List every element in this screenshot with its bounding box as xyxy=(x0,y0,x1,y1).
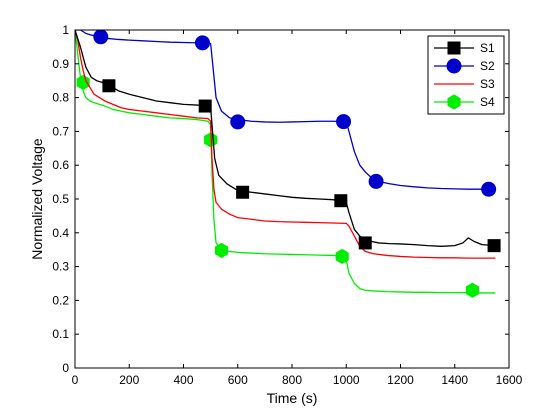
series-marker-s1 xyxy=(334,194,348,208)
legend: S1 S2 S3 S4 xyxy=(427,35,505,115)
series-marker-s2 xyxy=(336,114,352,130)
series-marker-s2 xyxy=(230,114,246,130)
series-group xyxy=(75,30,501,298)
y-tick-label: 0.6 xyxy=(52,158,69,172)
series-marker-s2 xyxy=(368,173,384,189)
x-tick-label: 800 xyxy=(282,373,302,387)
series-marker-s1 xyxy=(102,79,116,93)
series-line-s2 xyxy=(75,30,495,191)
y-tick-label: 0.1 xyxy=(52,327,69,341)
x-tick-label: 1400 xyxy=(441,373,468,387)
y-tick-label: 0.7 xyxy=(52,124,69,138)
axes: 0 200 400 600 800 1000 1200 1400 1600 0 0.1 0.2 0.3 0… xyxy=(52,23,522,387)
y-tick-label: 0.8 xyxy=(52,91,69,105)
y-tick-label: 1 xyxy=(62,23,69,37)
y-tick-label: 0 xyxy=(62,361,69,375)
y-tick-label: 0.5 xyxy=(52,192,69,206)
series-marker-s1 xyxy=(358,236,372,250)
series-marker-s1 xyxy=(198,99,212,113)
y-tick-label: 0.9 xyxy=(52,57,69,71)
legend-label-s4: S4 xyxy=(480,95,495,109)
y-tick-label: 0.4 xyxy=(52,226,69,240)
y-tick-label: 0.2 xyxy=(52,293,69,307)
series-marker-s4 xyxy=(465,282,479,298)
series-marker-s2 xyxy=(481,181,497,197)
legend-label-s2: S2 xyxy=(480,59,495,73)
series-marker-s4 xyxy=(214,242,229,258)
series-line-s4 xyxy=(75,30,496,294)
x-tick-label: 200 xyxy=(119,373,139,387)
series-marker-s2 xyxy=(93,30,109,45)
x-tick-label: 400 xyxy=(173,373,193,387)
legend-marker-s1 xyxy=(447,41,461,55)
x-tick-label: 1200 xyxy=(387,373,414,387)
legend-marker-s2 xyxy=(446,58,462,74)
legend-label-s3: S3 xyxy=(480,77,495,91)
series-line-s1 xyxy=(75,30,496,247)
series-line-s3 xyxy=(75,30,496,259)
legend-box xyxy=(427,35,505,115)
y-tick-label: 0.3 xyxy=(52,260,69,274)
legend-marker-s4 xyxy=(447,94,461,110)
series-marker-s4 xyxy=(335,248,349,265)
x-tick-label: 1600 xyxy=(496,373,523,387)
y-axis-title: Normalized Voltage xyxy=(29,138,45,260)
x-tick-label: 600 xyxy=(228,373,248,387)
x-tick-label: 0 xyxy=(72,373,79,387)
x-tick-label: 1000 xyxy=(333,373,360,387)
x-axis-title: Time (s) xyxy=(267,390,318,406)
series-marker-s2 xyxy=(194,35,210,51)
series-marker-s4 xyxy=(76,74,90,90)
series-marker-s1 xyxy=(236,185,250,199)
series-marker-s1 xyxy=(487,239,501,253)
legend-label-s1: S1 xyxy=(480,41,495,55)
